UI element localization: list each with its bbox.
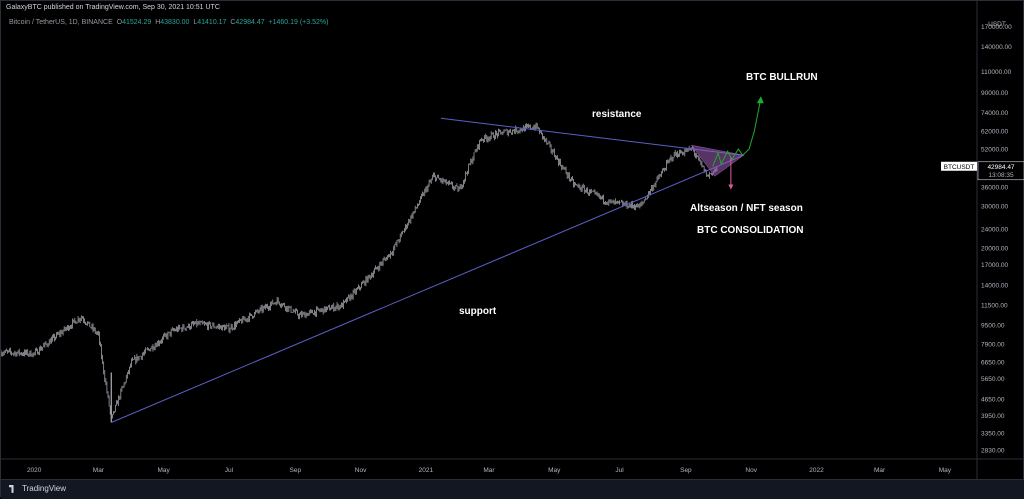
brand-label: TradingView — [22, 484, 67, 493]
price-unit: USDT — [988, 21, 1006, 28]
consolidation-triangle[interactable] — [690, 144, 745, 177]
published-bar: GalaxyBTC published on TradingView.com, … — [6, 4, 220, 11]
annotation-support: support — [459, 306, 497, 317]
time-tick-label: Mar — [93, 467, 105, 474]
annotation-resistance: resistance — [592, 109, 642, 120]
time-tick-label: Mar — [483, 467, 495, 474]
time-tick-label: 2022 — [809, 467, 824, 474]
bar-countdown: 13:08:35 — [988, 172, 1014, 179]
symbol-tag: BTCUSDT — [944, 164, 975, 171]
high-key: H — [155, 19, 161, 26]
price-tick-label: 24000.00 — [981, 227, 1008, 234]
bullrun-path[interactable] — [712, 98, 762, 167]
open-key: O — [116, 19, 123, 26]
time-tick-label: Nov — [355, 467, 367, 474]
candles-group — [1, 122, 718, 420]
price-tick-label: 170000.00 — [981, 24, 1012, 31]
low-value: 41410.17 — [197, 19, 227, 26]
price-chart[interactable]: resistance support BTC BULLRUN Altseason / … — [1, 1, 1024, 479]
price-tick-label: 110000.00 — [981, 69, 1012, 76]
annotation-consolidation: BTC CONSOLIDATION — [697, 225, 803, 236]
price-tick-label: 11500.00 — [981, 303, 1008, 310]
price-tick-label: 74000.00 — [981, 110, 1008, 117]
bullrun-arrowhead — [756, 96, 764, 104]
price-tick-label: 6650.00 — [981, 359, 1005, 366]
price-tick-label: 5650.00 — [981, 376, 1005, 383]
price-tick-label: 3950.00 — [981, 413, 1005, 420]
trendline-resistance[interactable] — [440, 117, 744, 156]
tradingview-icon — [9, 484, 14, 493]
symbol-tag-box — [941, 161, 977, 171]
time-tick-label: May — [939, 467, 952, 474]
time-tick-label: Jul — [615, 467, 624, 474]
footer-bar: TradingView — [1, 479, 1024, 499]
price-tick-label: 17000.00 — [981, 262, 1008, 269]
price-tick-label: 36000.00 — [981, 185, 1008, 192]
ohlc-legend: Bitcoin / TetherUS, 1D, BINANCE O41524.2… — [9, 19, 328, 26]
time-tick-label: Jul — [225, 467, 234, 474]
time-tick-label: Nov — [745, 467, 757, 474]
last-price: 42984.47 — [987, 164, 1014, 171]
time-tick-label: May — [548, 467, 561, 474]
price-tick-label: 3350.00 — [981, 430, 1005, 437]
time-tick-label: Mar — [874, 467, 886, 474]
time-tick-label: May — [158, 467, 171, 474]
price-tick-label: 14000.00 — [981, 282, 1008, 289]
price-tick-label: 2830.00 — [981, 448, 1005, 455]
symbol-title[interactable]: Bitcoin / TetherUS, 1D, BINANCE — [9, 19, 113, 26]
high-value: 43830.00 — [160, 19, 190, 26]
trendline-support[interactable] — [111, 154, 744, 423]
altseason-arrowhead — [728, 184, 734, 190]
time-tick-label: Sep — [290, 467, 302, 474]
change-value: +1460.19 (+3.52%) — [268, 19, 329, 26]
time-tick-label: 2020 — [27, 467, 42, 474]
price-tick-label: 20000.00 — [981, 245, 1008, 252]
annotation-bullrun: BTC BULLRUN — [746, 72, 818, 83]
close-value: 42984.47 — [235, 19, 265, 26]
time-tick-label: Sep — [680, 467, 692, 474]
price-tick-label: 4650.00 — [981, 396, 1005, 403]
annotation-altseason: Altseason / NFT season — [690, 203, 803, 214]
price-tick-label: 90000.00 — [981, 90, 1008, 97]
time-tick-label: 2021 — [419, 467, 434, 474]
close-key: C — [230, 19, 236, 26]
price-tick-label: 52000.00 — [981, 147, 1008, 154]
last-price-box — [977, 161, 1024, 181]
price-tick-label: 62000.00 — [981, 128, 1008, 135]
price-tick-label: 9500.00 — [981, 322, 1005, 329]
price-tick-label: 140000.00 — [981, 44, 1012, 51]
price-tick-label: 7900.00 — [981, 342, 1005, 349]
price-tick-label: 30000.00 — [981, 203, 1008, 210]
tradingview-logo[interactable]: TradingView — [9, 484, 66, 493]
open-value: 41524.29 — [122, 19, 152, 26]
low-key: L — [193, 19, 198, 26]
